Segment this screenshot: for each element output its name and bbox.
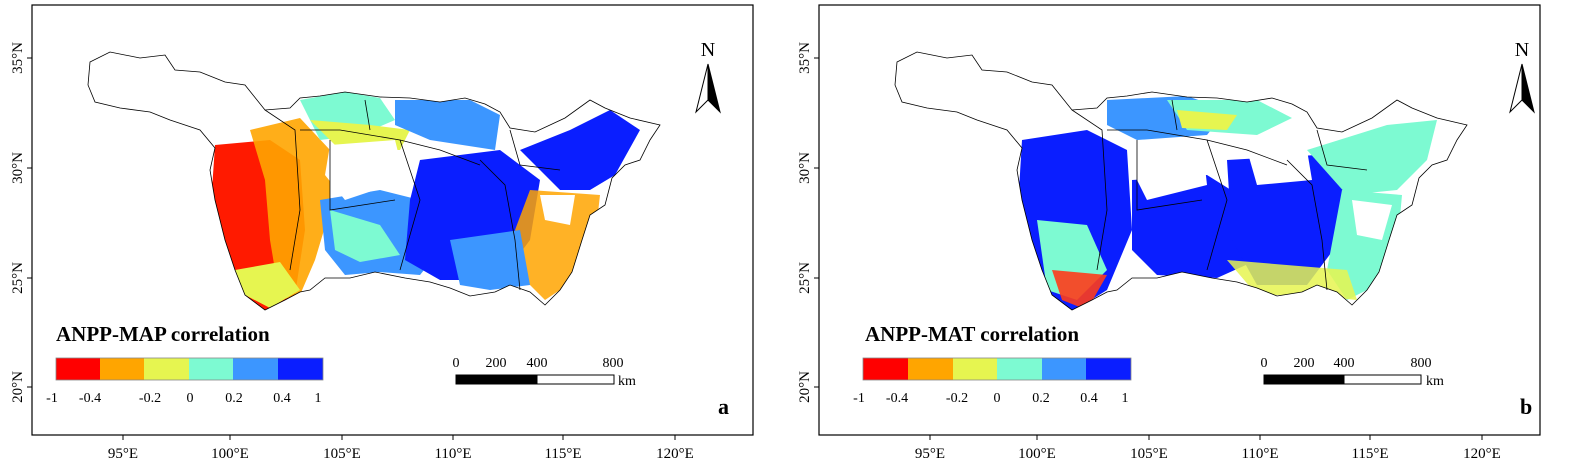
longitude-labels: 95°E 100°E 105°E 110°E 115°E 120°E bbox=[915, 446, 1501, 462]
lat-label: 25°N bbox=[10, 262, 26, 294]
legend-title: ANPP-MAP correlation bbox=[56, 322, 270, 346]
legend-swatch bbox=[953, 358, 997, 380]
basin-map bbox=[894, 51, 1468, 311]
scale-label: 200 bbox=[486, 356, 507, 371]
legend-swatch bbox=[56, 358, 100, 380]
scale-bar: 0 200 400 800 km bbox=[453, 356, 637, 389]
legend-swatch bbox=[997, 358, 1042, 380]
legend-tick: -0.4 bbox=[886, 391, 908, 406]
lon-label: 95°E bbox=[108, 446, 138, 462]
legend-tick: -1 bbox=[853, 391, 865, 406]
lat-label: 35°N bbox=[10, 42, 26, 74]
scale-label: 400 bbox=[1334, 356, 1355, 371]
legend: ANPP-MAP correlation -1 -0.4 -0.2 0 0.2 … bbox=[46, 322, 324, 406]
scale-bar: 0 200 400 800 km bbox=[1261, 356, 1445, 389]
legend-title: ANPP-MAT correlation bbox=[865, 322, 1079, 346]
scale-label: 0 bbox=[453, 356, 460, 371]
legend-swatch bbox=[1086, 358, 1131, 380]
latitude-labels: 35°N 30°N 25°N 20°N bbox=[10, 42, 26, 403]
panel-label: a bbox=[718, 394, 729, 419]
north-arrow-icon: N bbox=[695, 39, 721, 114]
legend-swatch bbox=[863, 358, 908, 380]
legend-swatch bbox=[144, 358, 189, 380]
lon-label: 105°E bbox=[1130, 446, 1168, 462]
legend-tick: 0.4 bbox=[1080, 391, 1098, 406]
legend-swatch bbox=[189, 358, 233, 380]
north-arrow-icon: N bbox=[1509, 39, 1535, 114]
legend-tick: 0.2 bbox=[1032, 391, 1050, 406]
lon-label: 115°E bbox=[1351, 446, 1388, 462]
lon-label: 105°E bbox=[323, 446, 361, 462]
map-panel-b: 35°N 30°N 25°N 20°N 95°E 100°E 105°E 110… bbox=[787, 0, 1574, 472]
legend-swatch bbox=[278, 358, 323, 380]
legend-tick: -0.2 bbox=[139, 391, 161, 406]
map-figure-a: 35°N 30°N 25°N 20°N 95°E 100°E 105°E 110… bbox=[10, 4, 754, 462]
axis-ticks bbox=[27, 57, 676, 440]
lon-label: 110°E bbox=[434, 446, 471, 462]
lat-label: 20°N bbox=[10, 371, 26, 403]
legend-swatch bbox=[908, 358, 953, 380]
north-label: N bbox=[1515, 39, 1529, 61]
panel-label: b bbox=[1520, 394, 1532, 419]
basin-map bbox=[87, 51, 661, 311]
map-figure-b: 35°N 30°N 25°N 20°N 95°E 100°E 105°E 110… bbox=[797, 4, 1541, 462]
legend-tick: 0 bbox=[994, 391, 1001, 406]
scale-label: 800 bbox=[603, 356, 624, 371]
legend-tick: -0.2 bbox=[946, 391, 968, 406]
longitude-labels: 95°E 100°E 105°E 110°E 115°E 120°E bbox=[108, 446, 694, 462]
scale-label: 200 bbox=[1294, 356, 1315, 371]
legend-tick: 0.2 bbox=[225, 391, 243, 406]
lat-label: 35°N bbox=[797, 42, 813, 74]
lon-label: 120°E bbox=[1463, 446, 1501, 462]
lon-label: 110°E bbox=[1241, 446, 1278, 462]
lon-label: 100°E bbox=[1018, 446, 1056, 462]
latitude-labels: 35°N 30°N 25°N 20°N bbox=[797, 42, 813, 403]
scale-label: 0 bbox=[1261, 356, 1268, 371]
scale-unit: km bbox=[1426, 374, 1444, 389]
legend-tick: 1 bbox=[315, 391, 322, 406]
scale-unit: km bbox=[618, 374, 636, 389]
lat-label: 20°N bbox=[797, 371, 813, 403]
legend-swatch bbox=[1042, 358, 1086, 380]
north-label: N bbox=[701, 39, 715, 61]
scale-label: 400 bbox=[527, 356, 548, 371]
legend: ANPP-MAT correlation -1 -0.4 -0.2 0 0.2 … bbox=[853, 322, 1132, 406]
axis-ticks bbox=[814, 57, 1483, 440]
legend-tick: -0.4 bbox=[79, 391, 101, 406]
lon-label: 100°E bbox=[211, 446, 249, 462]
scale-label: 800 bbox=[1411, 356, 1432, 371]
map-panel-a: 35°N 30°N 25°N 20°N 95°E 100°E 105°E 110… bbox=[10, 4, 754, 462]
legend-tick: 1 bbox=[1122, 391, 1129, 406]
lat-label: 30°N bbox=[797, 152, 813, 184]
legend-swatch bbox=[233, 358, 278, 380]
legend-tick: 0 bbox=[187, 391, 194, 406]
lon-label: 120°E bbox=[656, 446, 694, 462]
legend-tick: -1 bbox=[46, 391, 58, 406]
legend-tick: 0.4 bbox=[273, 391, 291, 406]
lon-label: 115°E bbox=[544, 446, 581, 462]
lon-label: 95°E bbox=[915, 446, 945, 462]
lat-label: 30°N bbox=[10, 152, 26, 184]
legend-swatch bbox=[100, 358, 144, 380]
lat-label: 25°N bbox=[797, 262, 813, 294]
